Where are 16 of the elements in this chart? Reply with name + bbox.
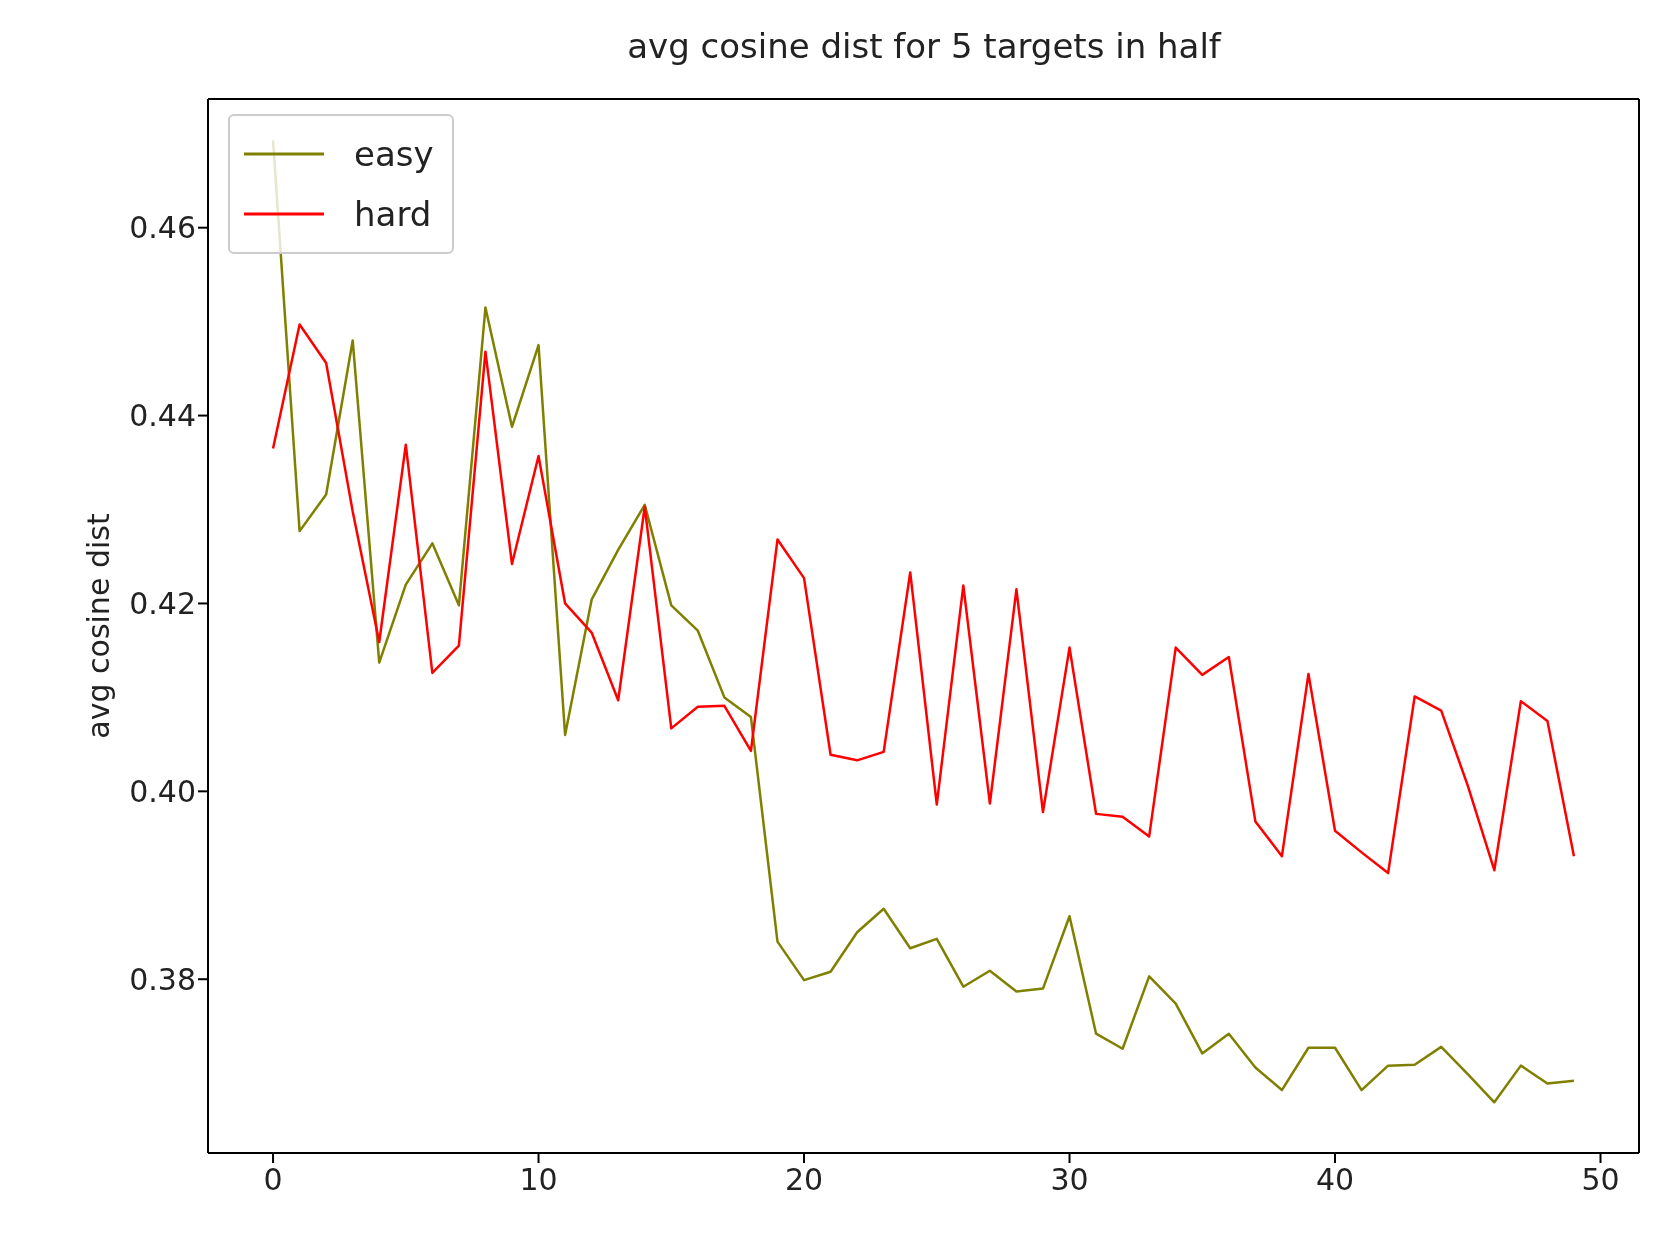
y-tick-label: 0.46 <box>129 210 196 246</box>
line-series <box>271 323 1576 875</box>
x-tick-label: 20 <box>784 1162 824 1198</box>
y-tick-label: 0.42 <box>129 586 196 622</box>
x-tick-label: 30 <box>1050 1162 1089 1198</box>
y-tick-label: 0.40 <box>129 773 196 809</box>
chart-title: avg cosine dist for 5 targets in half <box>626 26 1223 66</box>
x-tick-label: 40 <box>1315 1162 1355 1198</box>
y-tick-label: 0.38 <box>129 961 196 997</box>
x-tick-label: 50 <box>1581 1162 1620 1198</box>
x-tick-label: 10 <box>519 1162 558 1198</box>
legend-label: easy <box>354 134 434 174</box>
y-axis-title: avg cosine dist <box>80 513 116 739</box>
x-tick-label: 0 <box>263 1162 283 1198</box>
y-tick-label: 0.44 <box>129 398 196 434</box>
legend-label: hard <box>354 194 432 234</box>
